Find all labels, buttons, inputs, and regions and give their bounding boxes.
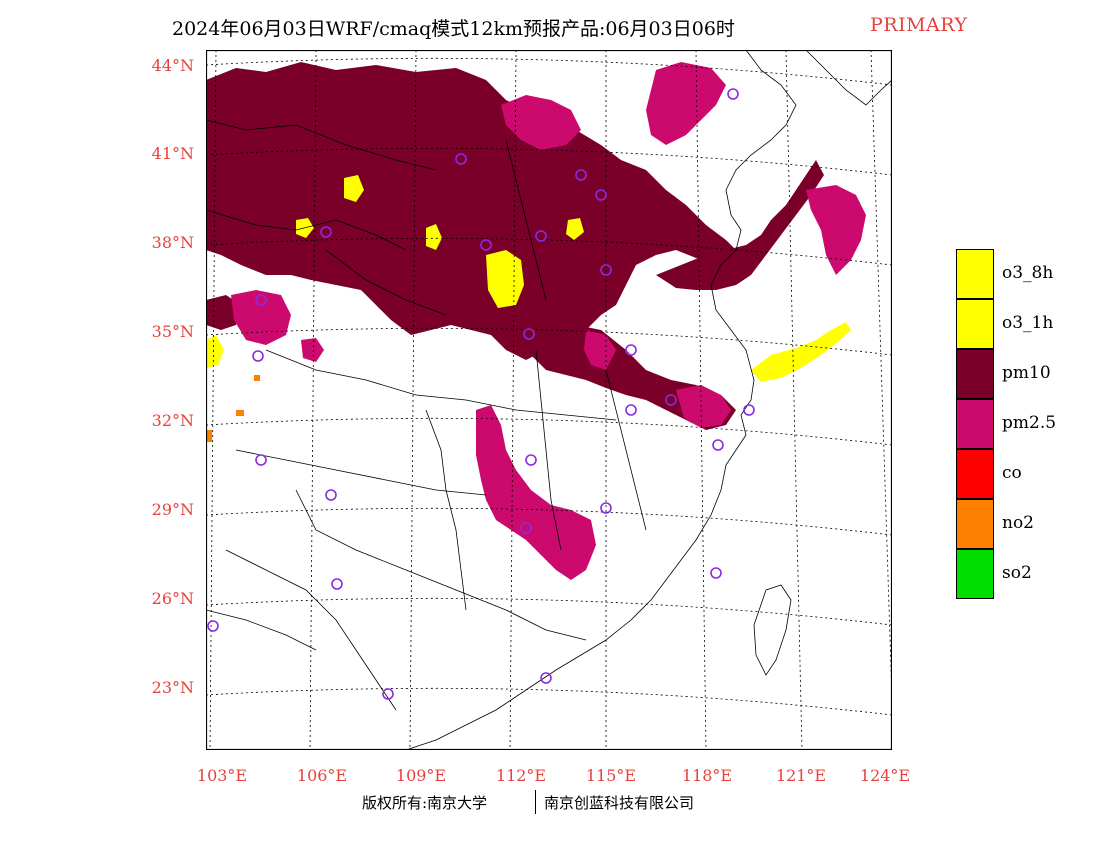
- lon-label-103: 103°E: [196, 766, 248, 785]
- lat-label-23: 23°N: [151, 678, 194, 697]
- lon-label-115: 115°E: [585, 766, 637, 785]
- lon-label-106: 106°E: [296, 766, 348, 785]
- pm25-regions: [231, 62, 866, 580]
- legend-swatch: [956, 499, 994, 549]
- lon-label-112: 112°E: [495, 766, 547, 785]
- forecast-map: [206, 50, 892, 750]
- lon-label-118: 118°E: [681, 766, 733, 785]
- lon-label-109: 109°E: [395, 766, 447, 785]
- lat-label-26: 26°N: [151, 589, 194, 608]
- no2-regions: [206, 375, 260, 442]
- lat-label-29: 29°N: [151, 500, 194, 519]
- lat-label-35: 35°N: [151, 322, 194, 341]
- lon-label-124: 124°E: [859, 766, 911, 785]
- legend-label: co: [1002, 463, 1022, 483]
- copyright-owner: 版权所有:南京大学: [362, 794, 488, 812]
- lat-label-32: 32°N: [151, 411, 194, 430]
- title-main: 2024年06月03日WRF/cmaq模式12km预报产品:06月03日06时: [172, 18, 735, 40]
- legend-swatch: [956, 549, 994, 599]
- legend-label: so2: [1002, 563, 1032, 583]
- copyright-company: 南京创蓝科技有限公司: [544, 794, 695, 812]
- legend-swatch: [956, 249, 994, 299]
- footer-separator: [535, 790, 536, 814]
- graticule: [206, 50, 892, 750]
- legend-label: pm10: [1002, 363, 1051, 383]
- station-markers: [207, 88, 755, 700]
- legend-swatch: [956, 299, 994, 349]
- lat-label-44: 44°N: [151, 56, 194, 75]
- legend-label: o3_1h: [1002, 313, 1054, 333]
- legend-label: no2: [1002, 513, 1034, 533]
- lat-label-41: 41°N: [151, 144, 194, 163]
- lon-label-121: 121°E: [775, 766, 827, 785]
- legend-label: pm2.5: [1002, 413, 1057, 433]
- legend-swatch: [956, 399, 994, 449]
- title-tag: PRIMARY: [870, 14, 968, 36]
- o3-regions: [206, 175, 851, 382]
- boundaries: [206, 50, 892, 750]
- legend-swatch: [956, 349, 994, 399]
- legend-label: o3_8h: [1002, 263, 1054, 283]
- legend-swatch: [956, 449, 994, 499]
- lat-label-38: 38°N: [151, 233, 194, 252]
